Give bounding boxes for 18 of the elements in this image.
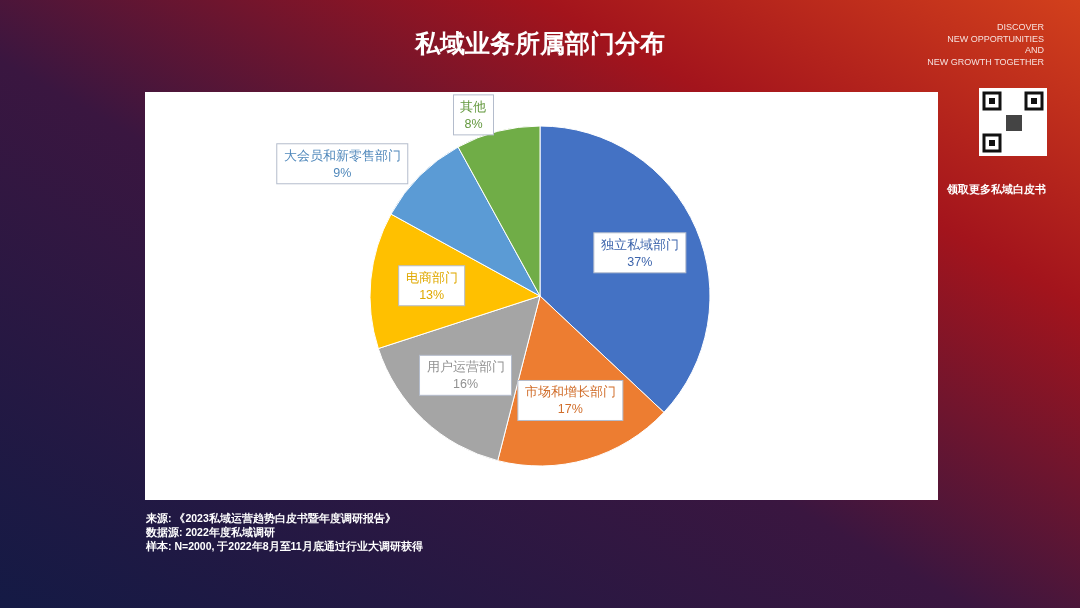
source-note: 来源: 《2023私域运营趋势白皮书暨年度调研报告》 [145, 512, 396, 524]
data-label: 13% [419, 287, 445, 302]
text: 样本: N=2000, 于2022年8月至11月底通过行业大调研获得 [145, 540, 423, 552]
data-label: 8% [464, 116, 483, 131]
data-label: 17% [557, 402, 583, 417]
text: DISCOVER NEW OPPORTUNITIES AND NEW GROWTH TOGETHER [927, 22, 1045, 67]
slice-label: 市场和增长部门 [524, 384, 616, 400]
data-label: 37% [627, 254, 653, 269]
slice-label: 用户运营部门 [426, 359, 505, 375]
chart-title: 私域业务所属部门分布 [414, 29, 665, 57]
slice-label: 电商部门 [405, 269, 458, 285]
data-label: 16% [453, 377, 479, 392]
slice-label: 大会员和新零售部门 [283, 147, 401, 163]
data-label: 9% [333, 165, 352, 180]
text: 数据源: 2022年度私域调研 [145, 526, 275, 538]
slice-label: 其他 [460, 99, 487, 114]
slice-label: 独立私域部门 [600, 236, 679, 252]
text: 领取更多私域白皮书 [946, 183, 1046, 195]
